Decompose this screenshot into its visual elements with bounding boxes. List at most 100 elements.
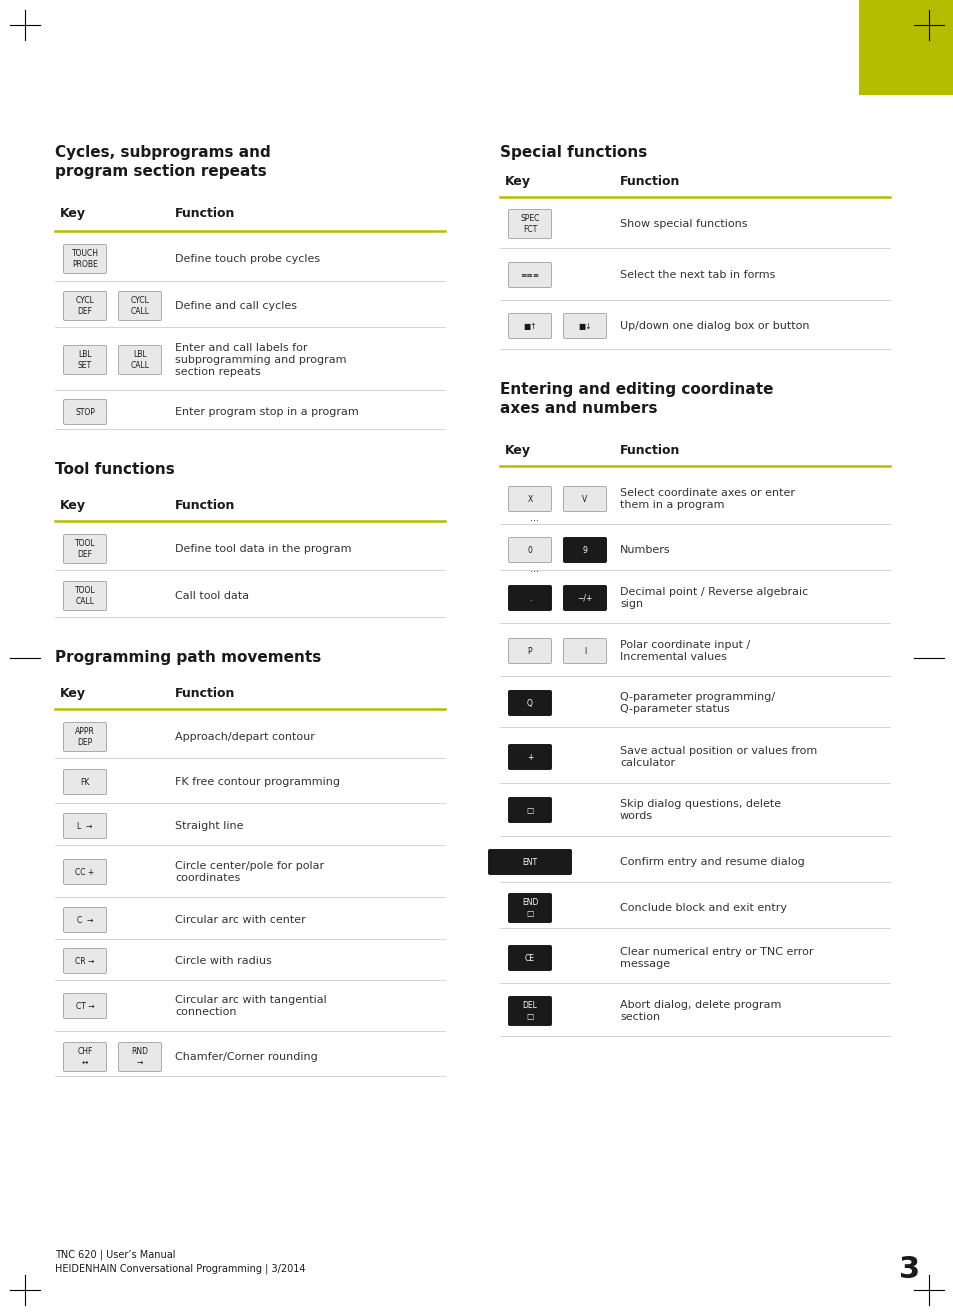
Text: L  →: L →: [77, 822, 92, 831]
FancyBboxPatch shape: [64, 581, 107, 610]
FancyBboxPatch shape: [64, 292, 107, 321]
Text: Function: Function: [174, 498, 235, 512]
Bar: [858, 0, 953, 95]
Text: Circle center/pole for polar
coordinates: Circle center/pole for polar coordinates: [174, 861, 324, 884]
Text: Call tool data: Call tool data: [174, 590, 249, 601]
FancyBboxPatch shape: [488, 849, 571, 874]
Text: Show special functions: Show special functions: [619, 220, 747, 229]
FancyBboxPatch shape: [508, 538, 551, 563]
Text: I: I: [583, 647, 585, 655]
FancyBboxPatch shape: [64, 245, 107, 274]
Text: Function: Function: [619, 175, 679, 188]
Text: Q-parameter programming/
Q-parameter status: Q-parameter programming/ Q-parameter sta…: [619, 692, 774, 714]
FancyBboxPatch shape: [508, 585, 551, 610]
Text: Key: Key: [504, 444, 531, 458]
Text: Up/down one dialog box or button: Up/down one dialog box or button: [619, 321, 809, 331]
Text: Confirm entry and resume dialog: Confirm entry and resume dialog: [619, 857, 804, 867]
Text: RND
→: RND →: [132, 1047, 149, 1066]
Text: CHF
↔: CHF ↔: [77, 1047, 92, 1066]
Text: ...: ...: [530, 513, 539, 523]
Text: CR →: CR →: [75, 956, 94, 965]
Text: Skip dialog questions, delete
words: Skip dialog questions, delete words: [619, 798, 781, 821]
Text: TOUCH
PROBE: TOUCH PROBE: [71, 250, 98, 268]
FancyBboxPatch shape: [563, 585, 606, 610]
FancyBboxPatch shape: [508, 797, 551, 822]
FancyBboxPatch shape: [64, 814, 107, 839]
FancyBboxPatch shape: [64, 722, 107, 751]
FancyBboxPatch shape: [563, 639, 606, 664]
Text: −/+: −/+: [577, 593, 592, 602]
Text: CYCL
DEF: CYCL DEF: [75, 296, 94, 316]
Text: Enter and call labels for
subprogramming and program
section repeats: Enter and call labels for subprogramming…: [174, 343, 346, 377]
FancyBboxPatch shape: [508, 997, 551, 1026]
FancyBboxPatch shape: [64, 346, 107, 375]
Text: CYCL
CALL: CYCL CALL: [131, 296, 150, 316]
Text: V: V: [581, 494, 587, 504]
FancyBboxPatch shape: [64, 994, 107, 1019]
Text: .: .: [528, 593, 531, 602]
Text: Circle with radius: Circle with radius: [174, 956, 272, 967]
Text: Decimal point / Reverse algebraic
sign: Decimal point / Reverse algebraic sign: [619, 586, 807, 609]
Text: TOOL
DEF: TOOL DEF: [74, 539, 95, 559]
Text: SPEC
FCT: SPEC FCT: [519, 214, 539, 234]
Text: Function: Function: [619, 444, 679, 458]
Text: Cycles, subprograms and
program section repeats: Cycles, subprograms and program section …: [55, 145, 271, 179]
Text: ENT: ENT: [522, 857, 537, 867]
FancyBboxPatch shape: [508, 263, 551, 288]
Text: 0: 0: [527, 546, 532, 555]
Text: Clear numerical entry or TNC error
message: Clear numerical entry or TNC error messa…: [619, 947, 813, 969]
Text: Enter program stop in a program: Enter program stop in a program: [174, 408, 358, 417]
Text: DEL
□: DEL □: [522, 1001, 537, 1020]
Text: Key: Key: [60, 206, 86, 220]
Text: Function: Function: [174, 206, 235, 220]
Text: Straight line: Straight line: [174, 821, 243, 831]
FancyBboxPatch shape: [508, 893, 551, 923]
Text: LBL
CALL: LBL CALL: [131, 350, 150, 370]
Text: Q: Q: [526, 698, 533, 707]
FancyBboxPatch shape: [563, 487, 606, 512]
Text: END
□: END □: [521, 898, 537, 918]
Text: Define touch probe cycles: Define touch probe cycles: [174, 254, 320, 264]
Text: CT →: CT →: [75, 1002, 94, 1010]
Text: +: +: [526, 752, 533, 761]
Text: TNC 620 | User’s Manual: TNC 620 | User’s Manual: [55, 1251, 175, 1261]
Text: Circular arc with center: Circular arc with center: [174, 915, 305, 924]
Text: Approach/depart contour: Approach/depart contour: [174, 732, 314, 742]
FancyBboxPatch shape: [118, 292, 161, 321]
Text: Polar coordinate input /
Incremental values: Polar coordinate input / Incremental val…: [619, 640, 749, 663]
Text: Save actual position or values from
calculator: Save actual position or values from calc…: [619, 746, 817, 768]
Text: FK free contour programming: FK free contour programming: [174, 777, 339, 786]
Text: Circular arc with tangential
connection: Circular arc with tangential connection: [174, 995, 327, 1018]
FancyBboxPatch shape: [508, 209, 551, 238]
Text: ■↓: ■↓: [578, 321, 591, 330]
Text: Select the next tab in forms: Select the next tab in forms: [619, 270, 775, 280]
FancyBboxPatch shape: [563, 538, 606, 563]
Text: Key: Key: [60, 686, 86, 700]
Text: ≡≡≡: ≡≡≡: [520, 271, 539, 280]
Text: CC +: CC +: [75, 868, 94, 877]
Text: P: P: [527, 647, 532, 655]
Text: Key: Key: [60, 498, 86, 512]
FancyBboxPatch shape: [563, 313, 606, 338]
FancyBboxPatch shape: [118, 1043, 161, 1072]
Text: Define tool data in the program: Define tool data in the program: [174, 544, 351, 554]
FancyBboxPatch shape: [508, 313, 551, 338]
FancyBboxPatch shape: [508, 690, 551, 715]
FancyBboxPatch shape: [508, 945, 551, 970]
Text: Key: Key: [504, 175, 531, 188]
Text: Define and call cycles: Define and call cycles: [174, 301, 296, 312]
Text: APPR
DEP: APPR DEP: [75, 727, 95, 747]
Text: Select coordinate axes or enter
them in a program: Select coordinate axes or enter them in …: [619, 488, 794, 510]
Text: Programming path movements: Programming path movements: [55, 650, 321, 665]
FancyBboxPatch shape: [118, 346, 161, 375]
FancyBboxPatch shape: [64, 400, 107, 425]
FancyBboxPatch shape: [64, 769, 107, 794]
FancyBboxPatch shape: [64, 1043, 107, 1072]
Text: HEIDENHAIN Conversational Programming | 3/2014: HEIDENHAIN Conversational Programming | …: [55, 1264, 305, 1274]
Text: Tool functions: Tool functions: [55, 462, 174, 477]
Text: □: □: [526, 806, 533, 814]
Text: Conclude block and exit entry: Conclude block and exit entry: [619, 903, 786, 913]
Text: TOOL
CALL: TOOL CALL: [74, 586, 95, 606]
Text: Special functions: Special functions: [499, 145, 646, 160]
Text: X: X: [527, 494, 532, 504]
